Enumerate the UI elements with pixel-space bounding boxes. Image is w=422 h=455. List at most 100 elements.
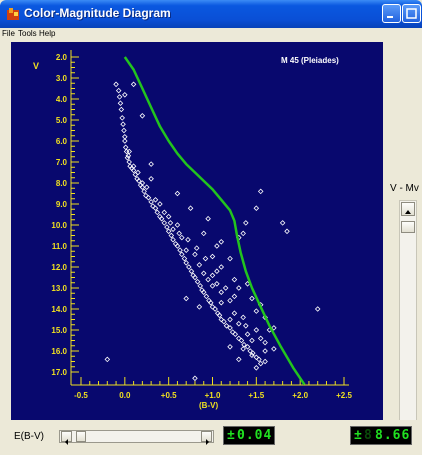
star-point	[218, 239, 225, 245]
star-point	[148, 161, 154, 167]
chart-title: M 45 (Pleiades)	[281, 56, 339, 65]
star-point	[161, 209, 168, 216]
star-point	[135, 169, 141, 176]
menu-file[interactable]: File	[2, 29, 15, 38]
star-point	[205, 276, 211, 283]
x-tick-label: +2.0	[292, 391, 308, 400]
star-point	[200, 230, 207, 237]
reddening-label: E(B-V)	[14, 431, 44, 442]
right-panel: V - Mv	[384, 42, 422, 451]
star-point	[249, 352, 255, 358]
color-magnitude-chart: 2.0 3.0 4.0 5.0 6.0 7.0 8.0 9.0 10.0 11.0 12.0 13.0…	[33, 50, 352, 410]
star-point	[168, 232, 175, 239]
star-point	[240, 230, 246, 237]
star-point	[194, 278, 201, 285]
star-point	[186, 264, 192, 270]
distance-modulus-label: V - Mv	[390, 183, 419, 194]
star-point	[193, 245, 200, 251]
star-point	[148, 176, 154, 182]
star-point	[236, 356, 242, 363]
minimize-icon	[387, 16, 393, 18]
y-tick-label: 14.0	[51, 305, 67, 314]
star-point	[253, 205, 260, 211]
y-tick-label: 12.0	[51, 263, 67, 272]
star-point	[232, 331, 239, 337]
star-point	[212, 306, 218, 312]
star-point	[130, 81, 137, 88]
star-point	[139, 184, 146, 190]
star-point	[139, 113, 146, 119]
star-point	[187, 205, 194, 211]
minimize-button[interactable]	[382, 4, 401, 23]
star-point	[157, 201, 163, 207]
star-point	[227, 297, 233, 304]
app-icon	[7, 8, 19, 20]
star-point	[218, 264, 225, 270]
star-point	[243, 323, 249, 329]
star-point	[197, 283, 203, 289]
star-point	[174, 190, 181, 197]
star-point	[221, 318, 227, 325]
star-point	[174, 222, 181, 228]
star-point	[240, 346, 246, 352]
star-point	[227, 344, 233, 350]
y-tick-label: 10.0	[51, 221, 67, 230]
y-tick-label: 9.0	[56, 200, 68, 209]
star-point	[164, 224, 170, 230]
star-point	[174, 243, 181, 249]
sign-indicator-2: ±	[354, 428, 363, 443]
star-point	[152, 205, 159, 211]
star-point	[143, 184, 150, 190]
star-point	[176, 230, 182, 237]
x-axis-label: (B-V)	[199, 401, 218, 410]
y-tick-label: 11.0	[52, 242, 68, 251]
star-point	[126, 159, 132, 165]
distance-modulus-slider[interactable]	[399, 200, 417, 451]
star-point	[227, 255, 233, 262]
scroll-left-button[interactable]	[61, 431, 72, 445]
star-point	[130, 163, 137, 169]
star-point	[227, 316, 233, 323]
star-point	[200, 270, 207, 277]
menu-tools[interactable]: Tools	[18, 29, 37, 38]
star-point	[227, 325, 233, 331]
window-title: Color-Magnitude Diagram	[24, 6, 171, 20]
y-axis-label: V	[33, 61, 39, 71]
scroll-right-button[interactable]	[201, 431, 212, 445]
star-point	[145, 194, 152, 201]
star-point	[209, 283, 216, 289]
maximize-button[interactable]	[402, 4, 421, 23]
star-point	[222, 285, 229, 291]
x-tick-label: +1.5	[248, 391, 264, 400]
reddening-slider[interactable]	[59, 430, 214, 445]
menu-help[interactable]: Help	[39, 29, 56, 38]
star-point	[115, 87, 122, 94]
x-tick-label: 0.0	[119, 391, 131, 400]
star-point	[122, 144, 129, 151]
star-point	[179, 251, 185, 258]
y-tick-label: 3.0	[56, 74, 68, 83]
star-point	[216, 312, 223, 319]
star-point	[139, 180, 146, 186]
star-point	[183, 247, 189, 253]
star-point	[314, 306, 321, 312]
star-point	[167, 220, 174, 226]
star-point	[207, 299, 214, 306]
star-point	[231, 310, 238, 316]
star-point	[122, 92, 128, 98]
star-point	[104, 356, 111, 363]
reddening-ghost-digit: 0	[237, 428, 246, 443]
star-point	[177, 247, 183, 253]
star-point	[183, 260, 189, 266]
y-tick-label: 2.0	[56, 53, 68, 62]
arrow-left-icon	[65, 439, 68, 445]
star-point	[165, 228, 172, 235]
x-tick-label: +1.0	[205, 391, 221, 400]
star-point	[253, 365, 260, 371]
scroll-thumb[interactable]	[401, 221, 415, 233]
star-point	[262, 358, 268, 365]
scroll-thumb-horizontal[interactable]	[76, 431, 86, 442]
y-tick-label: 4.0	[56, 95, 68, 104]
scroll-up-button[interactable]	[401, 202, 415, 216]
star-point	[121, 127, 127, 134]
